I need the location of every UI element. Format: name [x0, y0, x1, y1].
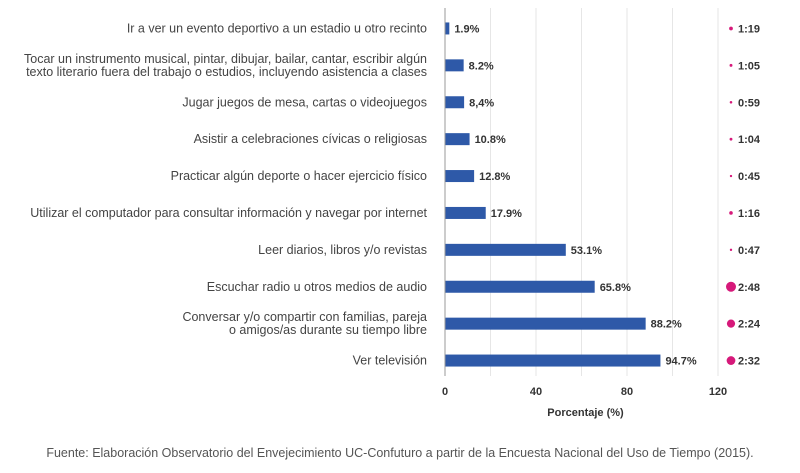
category-label: Ver televisión [353, 354, 427, 368]
category-label: Practicar algún deporte o hacer ejercici… [171, 169, 427, 183]
time-dot [726, 281, 736, 292]
time-label: 1:04 [738, 134, 761, 146]
time-label: 0:59 [738, 97, 760, 109]
bar-value-label: 8,4% [469, 97, 494, 109]
x-tick-label: 120 [709, 386, 727, 398]
bar [445, 22, 450, 35]
x-tick-label: 0 [442, 386, 448, 398]
time-label: 0:45 [738, 171, 760, 183]
bar-value-label: 8.2% [469, 60, 494, 72]
bar [445, 317, 646, 330]
category-label: Escuchar radio u otros medios de audio [207, 280, 427, 294]
time-label: 0:47 [738, 245, 760, 257]
bar [445, 243, 566, 256]
time-dot [726, 319, 736, 328]
bar-value-label: 12.8% [479, 171, 510, 183]
gridlines [490, 8, 719, 376]
bar-value-label: 53.1% [571, 245, 602, 257]
time-dot [729, 248, 733, 252]
time-label: 2:24 [738, 319, 761, 331]
bar [445, 280, 595, 293]
bar-value-label: 88.2% [651, 319, 682, 331]
bar [445, 133, 470, 146]
time-label: 1:05 [738, 60, 760, 72]
category-label: o amigos/as durante su tiempo libre [229, 323, 427, 337]
time-dot [729, 137, 733, 141]
time-label: 1:19 [738, 23, 760, 35]
bar-value-label: 94.7% [665, 356, 696, 368]
bar-value-label: 10.8% [475, 134, 506, 146]
time-dot [726, 356, 736, 365]
category-labels: Ir a ver un evento deportivo a un estadi… [24, 21, 428, 367]
time-label: 2:48 [738, 282, 760, 294]
category-label: texto literario fuera del trabajo o estu… [26, 65, 427, 79]
bar [445, 354, 661, 367]
category-label: Ir a ver un evento deportivo a un estadi… [127, 21, 427, 35]
bar-value-label: 17.9% [491, 208, 522, 220]
bar-value-label: 65.8% [600, 282, 631, 294]
bar [445, 206, 486, 219]
bars [445, 22, 661, 367]
time-dot [729, 26, 733, 31]
time-dot [729, 174, 733, 178]
time-label: 2:32 [738, 356, 760, 368]
value-labels: 1.9% 8.2% 8,4% 10.8% 12.8% 17.9% 53.1% 65.8% 88.… [454, 23, 697, 367]
bar [445, 59, 464, 72]
category-label: Conversar y/o compartir con familias, pa… [182, 310, 427, 324]
category-label: Utilizar el computador para consultar in… [30, 206, 427, 220]
bar [445, 170, 475, 183]
source-note: Fuente: Elaboración Observatorio del Env… [46, 446, 754, 460]
x-tick-label: 40 [530, 386, 542, 398]
x-axis: 0 40 80 120 Porcentaje (%) [442, 8, 727, 419]
category-label: Jugar juegos de mesa, cartas o videojueg… [182, 95, 427, 109]
category-label: Asistir a celebraciones cívicas o religi… [194, 132, 427, 146]
category-label: Tocar un instrumento musical, pintar, di… [24, 52, 427, 66]
time-label: 1:16 [738, 208, 760, 220]
time-dot [729, 211, 733, 215]
time-dot [729, 100, 733, 104]
time-column: 1:19 1:05 0:59 1:04 0:45 1:16 0:47 2:48 2:24 2:32 [726, 23, 761, 368]
x-axis-title: Porcentaje (%) [547, 407, 624, 419]
bar-value-label: 1.9% [454, 23, 479, 35]
x-tick-label: 80 [621, 386, 633, 398]
category-label: Leer diarios, libros y/o revistas [258, 243, 427, 257]
bar [445, 96, 465, 109]
time-dot [729, 63, 733, 67]
